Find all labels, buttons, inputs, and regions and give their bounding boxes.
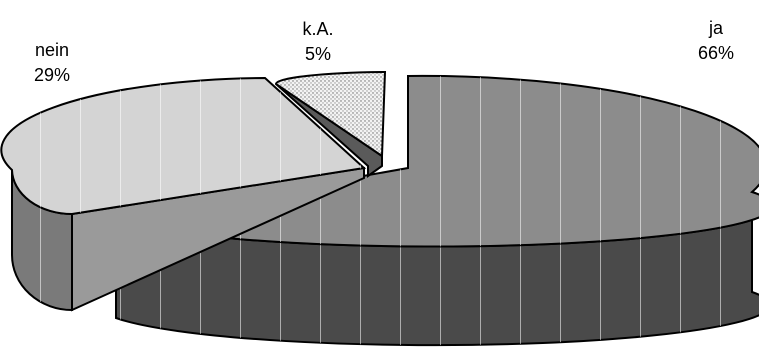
pie-slice-ka [274,70,387,178]
slice-label-nein: nein [35,40,69,60]
pie-slice-nein [0,76,367,312]
slice-value-ja: 66% [698,43,734,63]
slice-label-ja: ja [708,18,724,38]
slice-label-ka: k.A. [302,19,333,39]
slice-value-ka: 5% [305,44,331,64]
pie-slice-ka-top [274,70,387,158]
slice-value-nein: 29% [34,65,70,85]
